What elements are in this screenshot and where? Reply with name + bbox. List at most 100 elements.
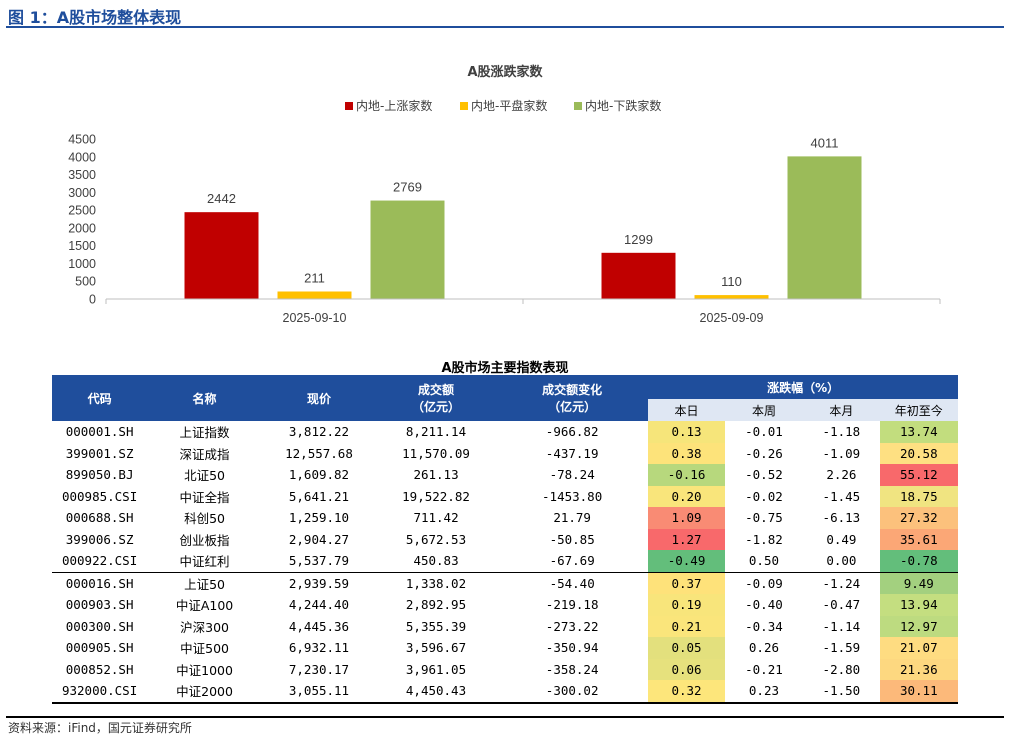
- cell-month: -6.13: [822, 510, 861, 526]
- cell-month: 0.49: [826, 531, 857, 547]
- table-row: 000001.SH 上证指数 3,812.22 8,211.14 -966.82 0.13…: [52, 421, 958, 443]
- cell-week: 0.50: [748, 553, 779, 569]
- cell-ytd: 55.12: [879, 464, 958, 486]
- table-row: 000985.CSI 中证全指 5,641.21 19,522.82 -1453.80 0…: [52, 485, 958, 507]
- cell-vchg: -54.40: [495, 571, 649, 594]
- chart-legend: 内地-上涨家数 内地-平盘家数 内地-下跌家数: [345, 98, 661, 113]
- cell-ytd: 13.74: [879, 421, 958, 443]
- cell-month: -1.59: [822, 640, 861, 656]
- bar: [370, 200, 445, 299]
- cell-price: 1,609.82: [288, 467, 350, 483]
- cell-volume: 1,338.02: [376, 571, 496, 594]
- cell-week: -0.26: [745, 445, 783, 461]
- cell-week: -0.75: [745, 510, 783, 526]
- table-title: A股市场主要指数表现: [441, 361, 569, 376]
- cell-day: 0.20: [648, 485, 725, 507]
- cell-name: 中证A100: [175, 598, 234, 614]
- y-tick-label: 1000: [68, 257, 96, 271]
- header-volume-change-unit: （亿元）: [548, 400, 597, 414]
- bar: [787, 156, 862, 299]
- cell-volume: 711.42: [413, 510, 459, 526]
- cell-price: 2,904.27: [288, 531, 350, 547]
- cell-ytd: 9.49: [879, 571, 958, 594]
- y-axis: 0 500 1000 1500 2000 2500 3000 3500 4000 4500: [68, 133, 96, 307]
- cell-day: 0.21: [648, 615, 725, 637]
- cell-name: 中证500: [180, 641, 229, 657]
- y-tick-label: 4000: [68, 150, 96, 164]
- cell-vchg: 21.79: [553, 510, 591, 526]
- legend-label: 内地-平盘家数: [471, 98, 547, 113]
- cell-code: 000001.SH: [65, 424, 134, 440]
- bar-value-label: 110: [721, 274, 742, 289]
- cell-vchg: -358.24: [545, 661, 599, 677]
- table-row: 000922.CSI 中证红利 5,537.79 450.83 -67.69 -0.49 0…: [52, 550, 958, 572]
- cell-name: 北证50: [184, 468, 226, 484]
- cell-ytd: -0.78: [879, 550, 958, 572]
- table-row: 000905.SH 中证500 6,932.11 3,596.67 -350.94 0.0…: [52, 637, 958, 659]
- cell-name: 中证红利: [179, 554, 230, 570]
- header-code: 代码: [52, 375, 148, 421]
- header-week: 本周: [724, 399, 804, 421]
- header-volume-change-label: 成交额变化: [542, 383, 603, 397]
- cell-volume: 8,211.14: [405, 424, 467, 440]
- bar-value-label: 2442: [207, 191, 236, 206]
- y-tick-label: 3000: [68, 186, 96, 200]
- cell-ytd: 30.11: [879, 680, 958, 702]
- header-ytd: 年初至今: [879, 399, 958, 421]
- cell-price: 6,932.11: [288, 640, 350, 656]
- cell-volume: 3,596.67: [405, 640, 467, 656]
- cell-ytd: 35.61: [879, 528, 958, 550]
- table-row: 000903.SH 中证A100 4,244.40 2,892.95 -219.18 0.…: [52, 594, 958, 616]
- cell-ytd: 13.94: [879, 594, 958, 616]
- header-month: 本月: [803, 399, 880, 421]
- cell-name: 沪深300: [180, 619, 229, 635]
- cell-month: 0.00: [826, 553, 857, 569]
- cell-vchg: -350.94: [545, 640, 599, 656]
- cell-month: -1.24: [803, 571, 880, 594]
- cell-volume: 3,961.05: [405, 661, 467, 677]
- cell-month: -0.47: [822, 597, 861, 613]
- bar: [694, 295, 769, 299]
- cell-ytd: 27.32: [879, 507, 958, 529]
- cell-vchg: -966.82: [545, 424, 599, 440]
- bar: [277, 291, 352, 299]
- cell-month: -1.18: [822, 424, 861, 440]
- table-row: 000016.SH 上证50 2,939.59 1,338.02 -54.40 0.37-…: [52, 571, 958, 594]
- header-volume-unit: （亿元）: [412, 400, 461, 414]
- cell-vchg: -300.02: [545, 683, 599, 699]
- cell-week: 0.23: [748, 683, 779, 699]
- cell-week: -0.02: [745, 488, 783, 504]
- cell-month: -1.50: [822, 683, 861, 699]
- cell-week: -0.34: [745, 618, 783, 634]
- cell-code: 000985.CSI: [61, 488, 138, 504]
- cell-ytd: 21.07: [879, 637, 958, 659]
- table-row: 000300.SH 沪深300 4,445.36 5,355.39 -273.22 0.2…: [52, 615, 958, 637]
- cell-code: 932000.CSI: [61, 683, 138, 699]
- cell-code: 399001.SZ: [65, 445, 134, 461]
- header-volume: 成交额 （亿元）: [376, 375, 496, 421]
- cell-price: 4,244.40: [288, 597, 350, 613]
- cell-day: 0.05: [648, 637, 725, 659]
- table-bottom-rule: [52, 702, 958, 704]
- cell-week: -0.52: [745, 467, 783, 483]
- cell-code: 000300.SH: [65, 618, 134, 634]
- cell-name: 创业板指: [179, 532, 230, 548]
- cell-code: 000903.SH: [65, 597, 134, 613]
- cell-code: 000016.SH: [52, 571, 148, 594]
- cell-day: 0.06: [648, 658, 725, 680]
- cell-ytd: 12.97: [879, 615, 958, 637]
- title-divider: [6, 26, 1004, 28]
- cell-volume: 261.13: [413, 467, 459, 483]
- y-tick-label: 2000: [68, 221, 96, 235]
- y-tick-label: 500: [75, 275, 96, 289]
- y-tick-label: 4500: [68, 133, 96, 147]
- cell-name: 上证50: [147, 571, 262, 594]
- cell-volume: 450.83: [413, 553, 459, 569]
- cell-volume: 5,355.39: [405, 618, 467, 634]
- cell-code: 399006.SZ: [65, 531, 134, 547]
- header-volume-change: 成交额变化 （亿元）: [495, 375, 649, 421]
- cell-week: -0.21: [745, 661, 783, 677]
- cell-month: 2.26: [826, 467, 857, 483]
- cell-vchg: -1453.80: [542, 488, 603, 504]
- cell-price: 2,939.59: [261, 571, 377, 594]
